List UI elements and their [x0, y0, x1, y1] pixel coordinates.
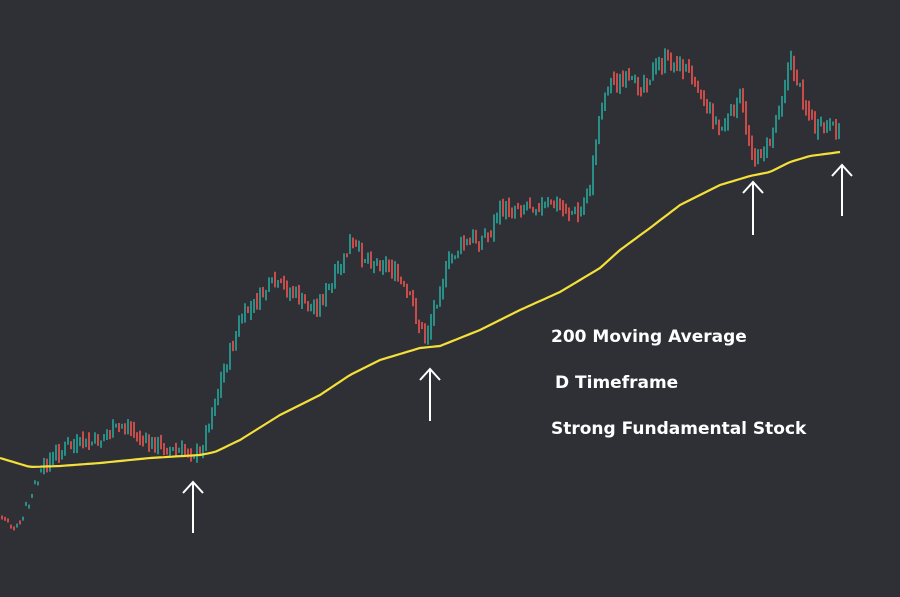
- arrow-up-icon: [831, 163, 853, 216]
- annotation-timeframe: D Timeframe: [555, 373, 679, 393]
- arrow-up-icon: [182, 480, 204, 533]
- annotation-ma: 200 Moving Average: [551, 327, 747, 347]
- arrow-up-icon: [419, 367, 441, 421]
- moving-average-line: [0, 150, 841, 469]
- annotation-fundamental: Strong Fundamental Stock: [551, 419, 807, 439]
- arrow-up-icon: [742, 180, 764, 235]
